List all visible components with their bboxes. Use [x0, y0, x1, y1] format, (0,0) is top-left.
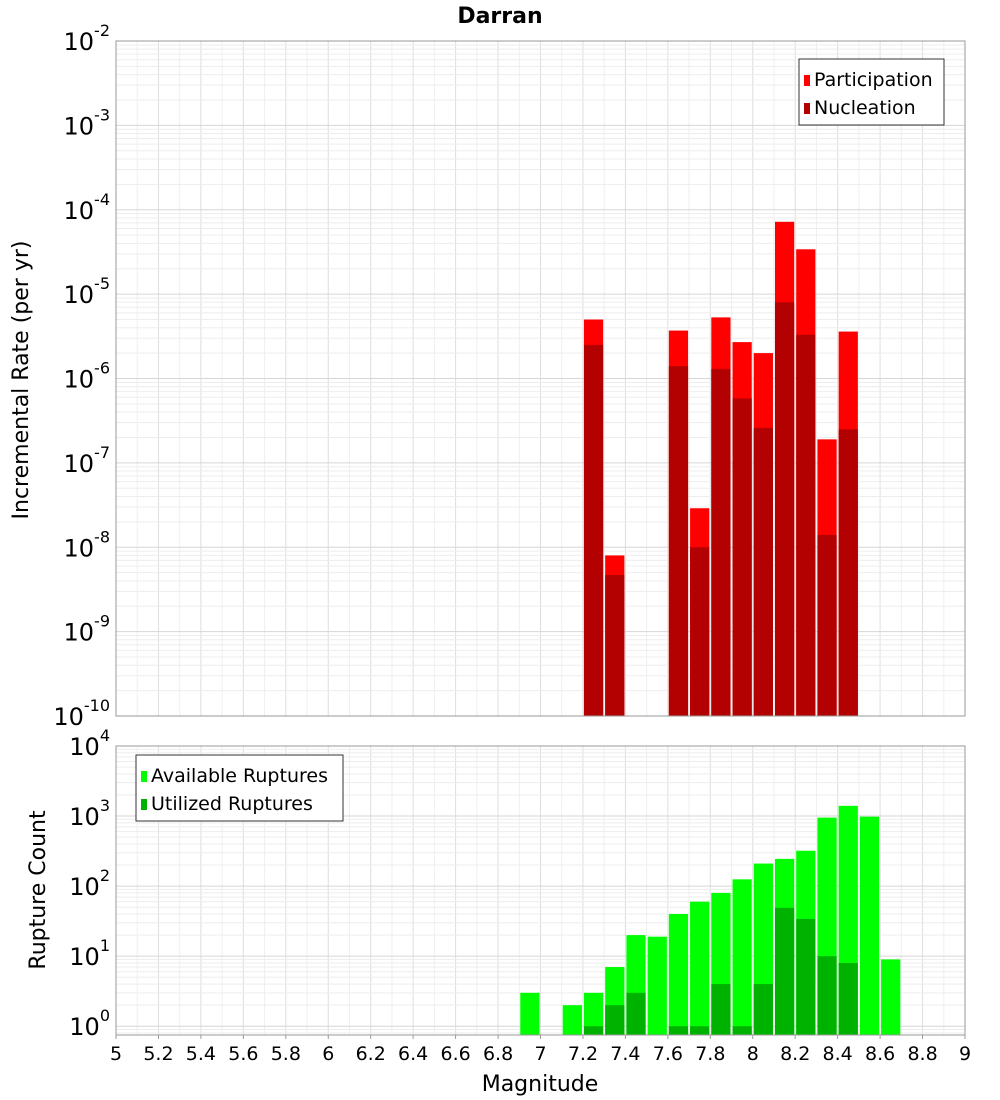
legend-label: Nucleation: [814, 97, 916, 119]
x-axis-label: Magnitude: [482, 1072, 599, 1097]
x-tick-label: 9: [959, 1043, 971, 1065]
x-tick-label: 8.6: [865, 1043, 895, 1065]
series-2-bar: [753, 984, 773, 1035]
y-tick-label: 101: [69, 936, 110, 971]
series-2-bar: [668, 1026, 689, 1035]
series-2-bar: [838, 962, 858, 1035]
series-2-bar: [690, 547, 710, 716]
series-2-bar: [626, 992, 646, 1035]
series-1-bar: [520, 992, 540, 1035]
series-2-bar: [796, 334, 816, 716]
series-1-bar: [690, 901, 710, 1035]
series-2-bar: [711, 984, 731, 1035]
chart-title: Darran: [457, 4, 542, 29]
y-tick-label: 102: [69, 866, 110, 901]
legend-swatch: [141, 799, 147, 810]
series-2-bar: [668, 366, 689, 716]
legend-box: [798, 58, 945, 126]
series-1-bar: [647, 936, 667, 1035]
x-tick-label: 7.2: [568, 1043, 598, 1065]
x-tick-label: 6.4: [398, 1043, 428, 1065]
x-tick-label: 5.8: [271, 1043, 301, 1065]
rate-y-axis-label: Incremental Rate (per yr): [9, 241, 34, 520]
series-2-bar: [711, 368, 731, 716]
rate-panel-grid: [115, 41, 966, 717]
legend-label: Available Ruptures: [151, 765, 328, 787]
series-2-bar: [838, 429, 858, 716]
x-tick-label: 7.4: [610, 1043, 640, 1065]
y-tick-label: 10-8: [64, 527, 111, 562]
series-2-bar: [605, 1005, 625, 1035]
series-2-bar: [732, 1026, 752, 1035]
legend-swatch: [804, 103, 810, 114]
y-tick-label: 10-2: [64, 21, 111, 56]
count-y-axis-label: Rupture Count: [26, 810, 51, 970]
series-2-bar: [583, 344, 604, 716]
x-tick-label: 6.2: [356, 1043, 386, 1065]
x-tick-label: 6: [322, 1043, 334, 1065]
x-tick-label: 7.6: [653, 1043, 683, 1065]
series-1-bar: [732, 879, 752, 1035]
x-tick-label: 5: [110, 1043, 122, 1065]
y-tick-label: 10-9: [64, 612, 111, 647]
legend-label: Participation: [814, 69, 933, 91]
x-tick-label: 8.2: [780, 1043, 810, 1065]
y-tick-label: 10-7: [64, 443, 111, 478]
series-2-bar: [605, 574, 625, 716]
series-1-bar: [881, 959, 901, 1035]
y-tick-label: 10-4: [64, 190, 111, 225]
y-tick-label: 10-6: [64, 359, 111, 394]
series-2-bar: [753, 427, 773, 716]
x-tick-label: 7: [534, 1043, 546, 1065]
rate-panel-frame: [115, 40, 966, 717]
count-y-tick-labels: 104 103 102 101 100: [69, 726, 110, 1041]
legend-box: [135, 754, 344, 822]
series-1-bar: [562, 1005, 582, 1035]
x-tick-label: 5.4: [186, 1043, 216, 1065]
series-2-bar: [817, 534, 837, 716]
y-tick-label: 10-3: [64, 105, 111, 140]
rate-y-tick-labels: 10-2 10-3 10-4 10-5 10-6 10-7 10-8 10-9 10-10: [53, 21, 110, 731]
x-tick-label: 8: [747, 1043, 759, 1065]
series-1-bar: [859, 816, 880, 1035]
magnitude-x-tick-labels: 5 5.2 5.4 5.6 5.8 6 6.2 6.4 6.6 6.8 7 7.2 7.4 7.6 7.8 8…: [110, 1035, 971, 1065]
rate-legend: Participation Nucleation: [798, 58, 945, 126]
rate-panel-bars: [583, 221, 858, 716]
series-2-bar: [817, 956, 837, 1035]
series-2-bar: [774, 302, 795, 716]
count-legend: Available Ruptures Utilized Ruptures: [135, 754, 344, 822]
y-tick-label: 104: [69, 726, 110, 761]
x-tick-label: 6.8: [483, 1043, 513, 1065]
legend-label: Utilized Ruptures: [151, 793, 313, 815]
series-1-bar: [583, 992, 604, 1035]
legend-swatch: [141, 771, 147, 782]
x-tick-label: 8.4: [823, 1043, 853, 1065]
y-tick-label: 10-5: [64, 274, 111, 309]
series-2-bar: [796, 918, 816, 1035]
x-tick-label: 5.2: [143, 1043, 173, 1065]
x-tick-label: 5.6: [228, 1043, 258, 1065]
series-2-bar: [732, 398, 752, 716]
series-2-bar: [690, 1026, 710, 1035]
series-2-bar: [774, 907, 795, 1035]
x-tick-label: 7.8: [695, 1043, 725, 1065]
y-tick-label: 103: [69, 796, 110, 831]
x-tick-label: 8.8: [907, 1043, 937, 1065]
y-tick-label: 10-10: [53, 696, 110, 731]
y-tick-label: 100: [69, 1006, 110, 1041]
legend-swatch: [804, 75, 810, 86]
x-tick-label: 6.6: [440, 1043, 470, 1065]
series-1-bar: [668, 914, 689, 1035]
series-2-bar: [583, 1026, 604, 1035]
count-panel-bars: [520, 805, 901, 1035]
